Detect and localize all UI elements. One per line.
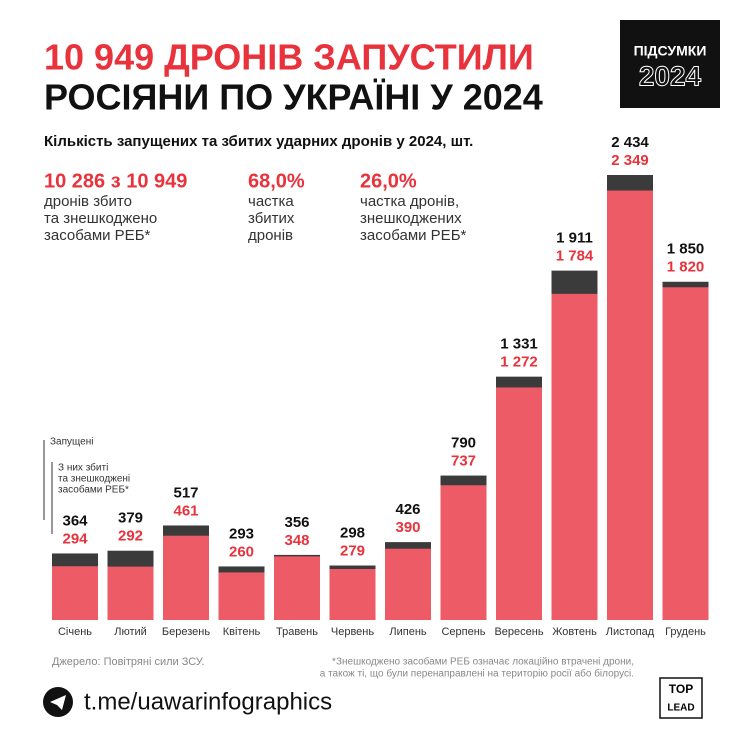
- x-tick-label: Липень: [389, 626, 427, 638]
- value-label-destroyed: 1 272: [500, 354, 538, 371]
- bar-destroyed: [551, 293, 598, 620]
- telegram-plane: [50, 695, 66, 710]
- value-label-destroyed: 348: [284, 532, 309, 549]
- x-tick-label: Жовтень: [552, 626, 597, 638]
- value-label-destroyed: 1 784: [556, 248, 594, 265]
- bar-destroyed: [329, 568, 376, 620]
- value-label-launched: 426: [395, 501, 420, 518]
- bar-destroyed: [163, 535, 209, 620]
- x-tick-label: Березень: [162, 626, 210, 638]
- value-label-launched: 379: [118, 510, 143, 527]
- logo: [659, 677, 703, 719]
- title: РОСІЯНИ ПО УКРАЇНІ У 2024: [44, 77, 543, 118]
- stat-text: засобами РЕБ*: [360, 227, 467, 244]
- stat-value: 10 286 з 10 949: [44, 170, 187, 192]
- bar-destroyed: [385, 548, 431, 620]
- logo-text: TOP: [669, 682, 693, 696]
- value-label-launched: 517: [173, 484, 198, 501]
- value-label-launched: 1 331: [500, 336, 538, 353]
- value-label-destroyed: 461: [173, 502, 198, 519]
- bar-destroyed: [662, 287, 709, 620]
- legend-label: та знешкоджені: [58, 474, 130, 485]
- stat-text: засобами РЕБ*: [44, 227, 151, 244]
- legend-label: Запущені: [50, 437, 93, 448]
- footnote-line: а також ті, що були перенаправлені на те…: [320, 668, 634, 680]
- bar-destroyed: [218, 572, 265, 620]
- x-tick-label: Червень: [331, 626, 374, 638]
- value-label-launched: 356: [284, 514, 309, 531]
- x-tick-label: Серпень: [441, 626, 485, 638]
- value-label-launched: 2 434: [611, 134, 649, 151]
- stat-value: 26,0%: [360, 170, 417, 192]
- value-label-launched: 298: [340, 524, 365, 541]
- value-label-launched: 790: [451, 435, 476, 452]
- x-tick-label: Вересень: [494, 626, 543, 638]
- bar-destroyed: [440, 485, 487, 620]
- value-label-destroyed: 2 349: [611, 152, 649, 169]
- x-tick-label: Листопад: [606, 626, 655, 638]
- bar-destroyed: [274, 556, 320, 620]
- x-tick-label: Квітень: [223, 626, 261, 638]
- badge: [620, 20, 720, 108]
- bar-destroyed: [107, 566, 154, 620]
- value-label-launched: 1 850: [667, 241, 705, 258]
- subtitle: Кількість запущених та збитих ударних др…: [44, 133, 473, 150]
- x-tick-label: Травень: [276, 626, 318, 638]
- badge-year: 2024: [639, 60, 702, 91]
- stat-value: 68,0%: [248, 170, 305, 192]
- value-label-launched: 293: [229, 525, 254, 542]
- x-tick-label: Лютий: [114, 626, 147, 638]
- value-label-destroyed: 294: [62, 530, 88, 547]
- stat-text: дронів збито: [44, 193, 132, 210]
- value-label-destroyed: 737: [451, 453, 476, 470]
- logo-text: LEAD: [667, 703, 694, 714]
- footnote: *Знешкоджено засобами РЕБ означає локаці…: [320, 656, 634, 680]
- x-tick-label: Січень: [58, 626, 92, 638]
- title: 10 949 ДРОНІВ ЗАПУСТИЛИ: [44, 37, 534, 78]
- footnote-line: *Знешкоджено засобами РЕБ означає локаці…: [332, 656, 634, 668]
- value-label-destroyed: 279: [340, 542, 365, 559]
- link[interactable]: t.me/uawarinfographics: [84, 688, 332, 715]
- x-tick-label: Грудень: [665, 626, 706, 638]
- value-label-destroyed: 1 820: [667, 259, 705, 276]
- value-label-destroyed: 292: [118, 528, 143, 545]
- stat-text: частка дронів,: [360, 193, 459, 210]
- stat-text: та знешкоджено: [44, 210, 157, 227]
- legend-label: засобами РЕБ*: [58, 484, 129, 496]
- stat-text: знешкоджених: [360, 210, 462, 227]
- source: Джерело: Повітряні сили ЗСУ.: [52, 656, 204, 668]
- legend-label: З них збиті: [58, 462, 108, 474]
- bar-destroyed: [52, 566, 98, 620]
- value-label-launched: 1 911: [556, 230, 593, 247]
- value-label-launched: 364: [62, 512, 88, 529]
- stat-text: збитих: [248, 210, 295, 227]
- bar-destroyed: [607, 190, 653, 620]
- value-label-destroyed: 260: [229, 543, 254, 560]
- value-label-destroyed: 390: [395, 519, 420, 536]
- stat-text: дронів: [248, 227, 293, 244]
- badge-label: ПІДСУМКИ: [634, 43, 707, 59]
- stat-text: частка: [248, 193, 294, 210]
- bar-destroyed: [496, 387, 542, 620]
